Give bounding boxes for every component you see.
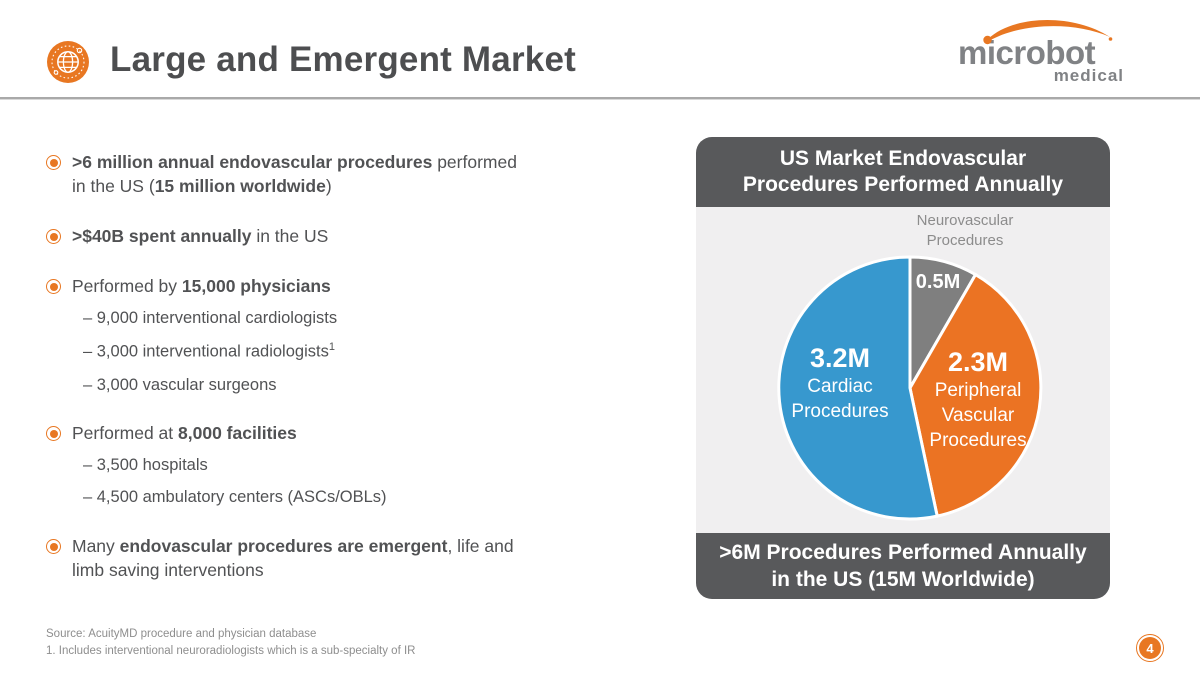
- bullet-text: Performed at 8,000 facilities: [72, 423, 297, 444]
- pie-slice-cardiac: [777, 255, 939, 521]
- bullet-icon: [46, 279, 61, 295]
- bullet-text: Performed by 15,000 physicians: [72, 276, 331, 297]
- neurovascular-slice-label: 0.5M: [888, 271, 988, 294]
- page-title: Large and Emergent Market: [110, 40, 576, 79]
- bullet-text: >6 million annual endovascular procedure…: [72, 152, 517, 197]
- pie-slice-peripheral: [908, 273, 1043, 518]
- logo-brand-text: microbot: [958, 34, 1096, 71]
- peripheral-slice-label: 2.3M Peripheral Vascular Procedures: [895, 347, 1061, 453]
- logo-swoosh-icon: [983, 19, 1113, 45]
- bullet-item-physicians: Performed by 15,000 physicians – 9,000 i…: [46, 274, 626, 395]
- source-line: Source: AcuityMD procedure and physician…: [46, 628, 317, 640]
- bullet-icon: [46, 539, 61, 555]
- neurovascular-value: 0.5M: [915, 271, 961, 293]
- footnote-marker: 1: [328, 341, 335, 354]
- logo-sub-text: medical: [1053, 66, 1124, 85]
- chart-caption: >6M Procedures Performed Annually in the…: [696, 533, 1110, 599]
- bullet-item-spend: >$40B spent annually in the US: [46, 224, 626, 248]
- sub-bullet: – 3,000 vascular surgeons: [83, 375, 277, 394]
- bullet-item-procedures: >6 million annual endovascular procedure…: [46, 150, 626, 198]
- peripheral-name: Peripheral Vascular Procedures: [929, 380, 1027, 452]
- bullet-icon: [46, 426, 61, 442]
- bullet-icon: [46, 155, 61, 170]
- sub-bullet: – 9,000 interventional cardiologists: [83, 308, 338, 327]
- footnotes: Source: AcuityMD procedure and physician…: [46, 626, 415, 659]
- page-number-badge: 4: [1136, 634, 1164, 662]
- page-number: 4: [1139, 637, 1161, 659]
- cardiac-name: Cardiac Procedures: [791, 376, 889, 423]
- peripheral-value: 2.3M: [947, 347, 1009, 377]
- bullet-item-facilities: Performed at 8,000 facilities – 3,500 ho…: [46, 421, 626, 508]
- sub-bullet: – 3,000 interventional radiologists1: [83, 341, 335, 361]
- pie-chart: 3.2M Cardiac Procedures 2.3M Peripheral …: [765, 243, 1055, 533]
- globe-icon: [47, 41, 89, 83]
- sub-bullet: – 3,500 hospitals: [83, 455, 208, 474]
- bullet-list: >6 million annual endovascular procedure…: [46, 150, 626, 608]
- bullet-text: Many endovascular procedures are emergen…: [72, 536, 514, 581]
- sub-bullet: – 4,500 ambulatory centers (ASCs/OBLs): [83, 488, 387, 507]
- chart-title: US Market Endovascular Procedures Perfor…: [696, 137, 1110, 207]
- bullet-text: >$40B spent annually in the US: [72, 226, 329, 247]
- neurovascular-callout-label: Neurovascular Procedures: [916, 212, 1014, 250]
- microbot-medical-logo: microbot medical: [958, 19, 1128, 88]
- cardiac-value: 3.2M: [809, 343, 871, 373]
- bullet-item-emergent: Many endovascular procedures are emergen…: [46, 534, 626, 582]
- chart-body: Neurovascular Procedures 3.2M Cardiac Pr…: [696, 207, 1110, 533]
- note-line: 1. Includes interventional neuroradiolog…: [46, 644, 416, 657]
- cardiac-slice-label: 3.2M Cardiac Procedures: [755, 343, 925, 424]
- header-divider: [0, 97, 1200, 100]
- bullet-icon: [46, 229, 61, 245]
- chart-panel: US Market Endovascular Procedures Perfor…: [696, 137, 1110, 599]
